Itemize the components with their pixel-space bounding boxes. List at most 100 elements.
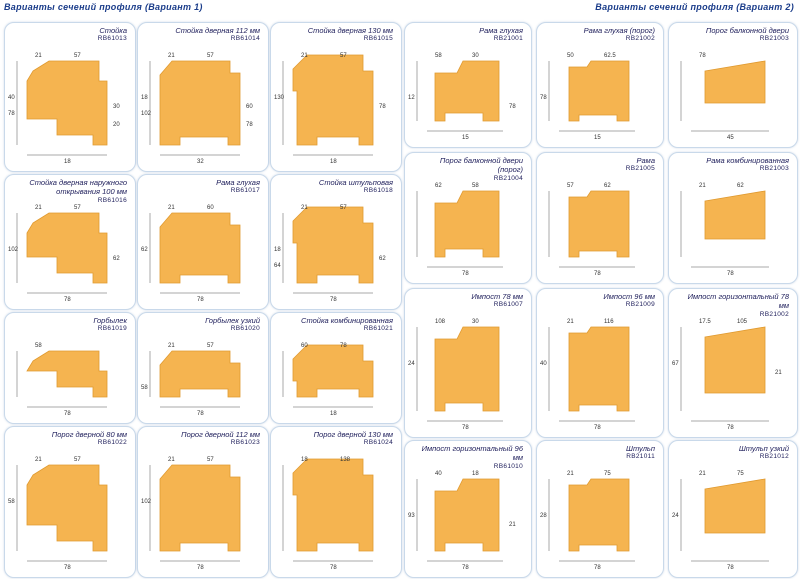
profile-card: 17.5 105 67 21 78 Импост горизонтальный 78 мм… [668,288,798,438]
profile-card: 21 62 78 Рама комбинированная RB21003 [668,152,798,284]
dimension-label: 57 [340,53,347,59]
profile-name: Импост горизонтальный 96 мм [421,444,523,462]
profile-card: 21 57 18 60 102 78 32 Стойка дверная 112 мм RB61… [137,22,269,172]
dimension-label: 93 [408,513,415,519]
profile-card: 50 62.5 78 15 Рама глухая (порог) RB21002 [536,22,664,148]
profile-name: Стойка штульповая [318,178,393,187]
profile-code: RB61013 [97,35,127,42]
profile-code: RB21005 [625,165,655,172]
profile-card: 108 30 24 78 Импост 78 мм RB61007 [404,288,532,438]
dimension-label: 78 [594,271,601,277]
dimension-label: 60 [207,205,214,211]
profile-section-shape [434,478,500,552]
dimension-label: 21 [775,370,782,376]
dimension-label: 62 [435,183,442,189]
profile-code: RB61022 [97,439,127,446]
dimension-label: 58 [141,385,148,391]
dimension-label: 60 [246,104,253,110]
profile-name: Импост 96 мм [603,292,655,301]
dimension-label: 67 [672,361,679,367]
profile-name: Порог балконной двери (порог) [439,156,523,174]
dimension-label: 57 [74,53,81,59]
profile-section-shape [568,190,630,258]
profile-drawing: 21 57 18 62 64 78 [274,205,386,303]
profile-drawing: 21 57 40 30 78 20 18 [8,53,120,165]
dimension-label: 57 [74,205,81,211]
profile-code: RB61017 [230,187,260,194]
profile-drawing: 17.5 105 67 21 78 [672,319,782,431]
dimension-label: 20 [113,122,120,128]
dimension-label: 30 [113,104,120,110]
profile-drawing: 40 18 93 21 78 [408,471,516,571]
dimension-label: 21 [567,471,574,477]
profile-name: Рама глухая (порог) [583,26,655,35]
profile-card: 18 138 78 Порог дверной 130 мм RB61024 [270,426,402,578]
profile-code: RB61015 [363,35,393,42]
profile-section-shape [159,60,241,146]
dimension-label: 78 [462,425,469,431]
dimension-label: 45 [727,135,734,141]
profile-card: 78 45 Порог балконной двери RB21003 [668,22,798,148]
profile-code: RB21002 [625,35,655,42]
profile-drawing: 62 58 78 [416,183,503,277]
dimension-label: 78 [330,565,337,571]
profile-section-shape [26,464,108,552]
dimension-label: 17.5 [699,319,711,325]
dimension-label: 40 [8,95,15,101]
dimension-label: 21 [567,319,574,325]
dimension-label: 78 [509,104,516,110]
profile-card: 21 57 102 78 Порог дверной 112 мм RB61023 [137,426,269,578]
dimension-label: 21 [509,522,516,528]
profile-code: RB61018 [363,187,393,194]
profile-section-shape [26,350,108,398]
profile-section-shape [292,458,374,552]
profile-section-shape [568,326,630,412]
dimension-label: 21 [168,343,175,349]
header-bar: Варианты сечений профиля (Вариант 1) Вар… [0,0,800,16]
profile-drawing: 21 57 18 60 102 78 32 [141,53,253,165]
dimension-label: 57 [74,457,81,463]
profile-drawing: 21 57 58 78 [141,343,241,417]
profile-name: Стойка [99,26,127,35]
profile-section-shape [292,344,374,398]
dimension-label: 78 [197,565,204,571]
dimension-label: 21 [699,471,706,477]
profile-code: RB61014 [230,35,260,42]
dimension-label: 64 [274,263,281,269]
dimension-label: 78 [64,411,71,417]
dimension-label: 40 [540,361,547,367]
profile-card: 21 60 62 78 Рама глухая RB61017 [137,174,269,310]
dimension-label: 78 [727,565,734,571]
profile-name: Импост горизонтальный 78 мм [687,292,789,310]
dimension-label: 18 [472,471,479,477]
profile-code: RB21001 [493,35,523,42]
profile-drawing: 21 57 102 78 [141,457,241,571]
dimension-label: 24 [408,361,415,367]
dimension-label: 18 [330,159,337,165]
dimension-label: 78 [699,53,706,59]
dimension-label: 57 [567,183,574,189]
profile-card: 21 57 18 62 64 78 Стойка штульповая RB61018 [270,174,402,310]
dimension-label: 18 [141,95,148,101]
profile-name: Штульп [626,444,655,453]
dimension-label: 105 [737,319,748,325]
dimension-label: 62 [141,247,148,253]
profile-drawing: 21 116 40 78 [540,319,635,431]
profile-code: RB61021 [363,325,393,332]
profile-section-shape [568,60,630,122]
profile-name: Стойка дверная наружного открывания 100 … [29,178,127,196]
profile-code: RB21003 [759,165,789,172]
dimension-label: 75 [737,471,744,477]
profile-name: Стойка дверная 130 мм [307,26,393,35]
header-title-right: Варианты сечений профиля (Вариант 2) [595,2,794,12]
profile-name: Порог дверной 80 мм [51,430,127,439]
dimension-label: 24 [672,513,679,519]
dimension-label: 21 [168,53,175,59]
profile-section-shape [704,326,766,394]
profile-drawing: 21 57 58 78 [8,457,108,571]
dimension-label: 102 [8,247,19,253]
profile-code: RB61020 [230,325,260,332]
dimension-label: 78 [727,425,734,431]
dimension-label: 15 [594,135,601,141]
profile-name: Горбылек узкий [205,316,260,325]
